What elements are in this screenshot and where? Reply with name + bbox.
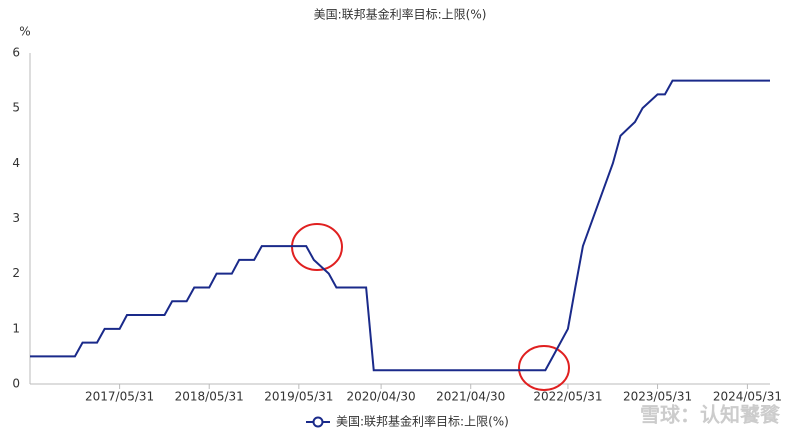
y-tick-label: 0	[12, 377, 20, 391]
y-tick-label: 1	[12, 321, 20, 335]
y-tick-label: 6	[12, 46, 20, 60]
y-axis-label: %	[19, 25, 30, 39]
y-tick-label: 4	[12, 156, 20, 170]
x-tick-label: 2020/04/30	[347, 390, 416, 404]
legend: 美国:联邦基金利率目标:上限(%)	[306, 414, 509, 429]
legend-label: 美国:联邦基金利率目标:上限(%)	[336, 414, 509, 429]
legend-marker	[312, 416, 324, 428]
x-tick-label: 2017/05/31	[85, 390, 154, 404]
x-tick-label: 2019/05/31	[264, 390, 333, 404]
x-tick-label: 2024/05/31	[713, 390, 782, 404]
x-tick-label: 2022/05/31	[533, 390, 602, 404]
x-tick-label: 2021/04/30	[436, 390, 505, 404]
y-tick-label: 2	[12, 266, 20, 280]
y-tick-label: 3	[12, 211, 20, 225]
watermark: 雪球：认知饕餮	[640, 403, 781, 427]
y-tick-label: 5	[12, 101, 20, 115]
x-tick-label: 2023/05/31	[623, 390, 692, 404]
x-tick-label: 2018/05/31	[175, 390, 244, 404]
series-line	[30, 79, 770, 372]
highlight-circle	[518, 345, 570, 391]
chart-title: 美国:联邦基金利率目标:上限(%)	[314, 7, 487, 22]
